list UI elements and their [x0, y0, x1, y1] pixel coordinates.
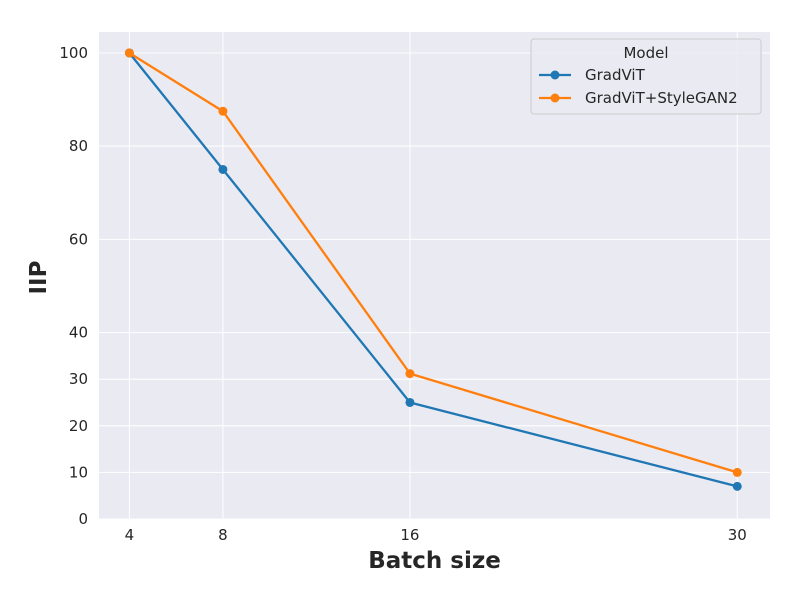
y-tick-label: 80 [69, 137, 88, 155]
data-point [732, 481, 742, 491]
legend-box [530, 38, 762, 115]
legend-swatch-marker [550, 70, 560, 80]
data-point [732, 467, 742, 477]
x-tick-label: 4 [125, 526, 135, 544]
y-tick-label: 10 [69, 463, 88, 481]
data-point [218, 164, 228, 174]
data-point [218, 106, 228, 116]
series-layer [124, 48, 742, 491]
legend-item: GradViT [539, 66, 646, 84]
legend: Model GradViT GradViT+StyleGAN2 [530, 38, 762, 115]
legend-label: GradViT+StyleGAN2 [585, 89, 738, 107]
grid-lines [99, 32, 770, 520]
y-axis-ticks: 0 10 20 30 40 60 80 100 [59, 44, 88, 528]
legend-title: Model [623, 44, 668, 62]
y-axis-label: IIP [26, 261, 52, 295]
data-point [405, 369, 415, 379]
series-line [128, 51, 739, 488]
data-point [124, 48, 134, 58]
y-tick-label: 60 [69, 230, 88, 248]
x-axis-ticks: 4 8 16 30 [125, 526, 747, 544]
series-line [128, 51, 739, 474]
x-tick-label: 16 [400, 526, 419, 544]
y-tick-label: 30 [69, 370, 88, 388]
x-tick-label: 30 [728, 526, 747, 544]
x-tick-label: 8 [218, 526, 228, 544]
legend-item: GradViT+StyleGAN2 [539, 89, 738, 107]
legend-label: GradViT [585, 66, 646, 84]
series-group [124, 48, 742, 477]
y-tick-label: 40 [69, 324, 88, 342]
legend-items: GradViT GradViT+StyleGAN2 [539, 66, 738, 107]
y-tick-label: 100 [59, 44, 88, 62]
data-point [405, 397, 415, 407]
y-tick-label: 0 [78, 510, 88, 528]
legend-swatch-marker [550, 93, 560, 103]
y-tick-label: 20 [69, 417, 88, 435]
x-axis-label: Batch size [368, 548, 501, 574]
